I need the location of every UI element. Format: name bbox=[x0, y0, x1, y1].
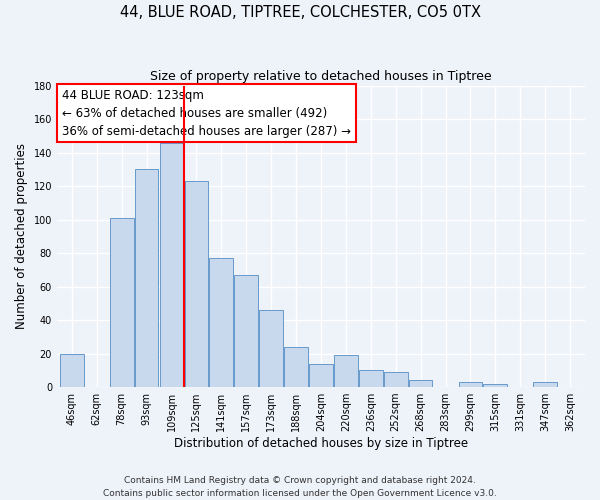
Bar bbox=[160, 142, 184, 387]
Text: 44, BLUE ROAD, TIPTREE, COLCHESTER, CO5 0TX: 44, BLUE ROAD, TIPTREE, COLCHESTER, CO5 … bbox=[119, 5, 481, 20]
Bar bbox=[60, 354, 83, 387]
Bar bbox=[185, 181, 208, 387]
Bar bbox=[384, 372, 407, 387]
Bar bbox=[135, 170, 158, 387]
Bar bbox=[259, 310, 283, 387]
Bar bbox=[209, 258, 233, 387]
Title: Size of property relative to detached houses in Tiptree: Size of property relative to detached ho… bbox=[150, 70, 492, 83]
Bar bbox=[334, 356, 358, 387]
Bar bbox=[533, 382, 557, 387]
Bar bbox=[284, 347, 308, 387]
Bar bbox=[359, 370, 383, 387]
Bar bbox=[458, 382, 482, 387]
Bar bbox=[409, 380, 433, 387]
Text: Contains HM Land Registry data © Crown copyright and database right 2024.
Contai: Contains HM Land Registry data © Crown c… bbox=[103, 476, 497, 498]
X-axis label: Distribution of detached houses by size in Tiptree: Distribution of detached houses by size … bbox=[174, 437, 468, 450]
Bar bbox=[484, 384, 507, 387]
Bar bbox=[309, 364, 333, 387]
Y-axis label: Number of detached properties: Number of detached properties bbox=[15, 144, 28, 330]
Bar bbox=[110, 218, 134, 387]
Bar bbox=[235, 275, 258, 387]
Text: 44 BLUE ROAD: 123sqm
← 63% of detached houses are smaller (492)
36% of semi-deta: 44 BLUE ROAD: 123sqm ← 63% of detached h… bbox=[62, 88, 351, 138]
